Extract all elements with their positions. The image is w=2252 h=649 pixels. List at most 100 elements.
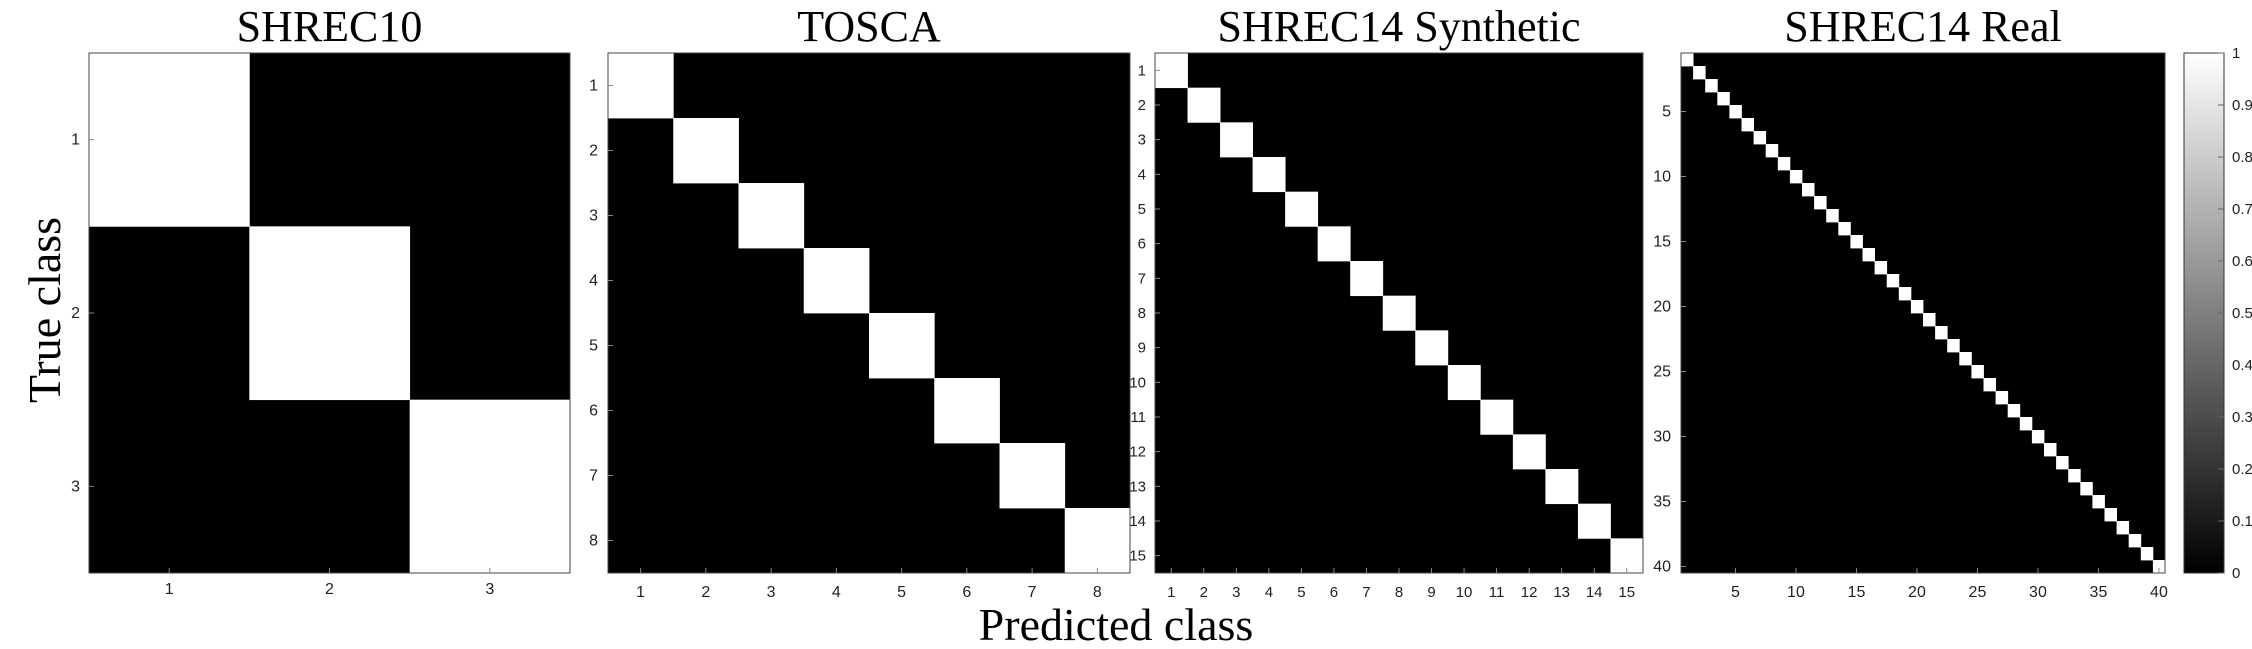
x-tick-label: 3 bbox=[1232, 584, 1240, 601]
y-tick-label: 14 bbox=[1129, 513, 1146, 530]
heatmap-cell bbox=[1765, 144, 1779, 158]
heatmap-cell bbox=[1545, 469, 1579, 505]
heatmap-cell bbox=[1935, 326, 1948, 340]
y-tick-label: 15 bbox=[1129, 548, 1146, 565]
heatmap-cell bbox=[1910, 300, 1924, 314]
x-tick-label: 13 bbox=[1553, 584, 1570, 601]
y-tick-label: 1 bbox=[589, 78, 598, 95]
heatmap-cell bbox=[1850, 235, 1863, 249]
heatmap-cell bbox=[1705, 79, 1718, 93]
heatmap-cell bbox=[1971, 365, 1984, 379]
panel-title: SHREC14 Synthetic bbox=[1217, 2, 1580, 51]
heatmap-panel-4: SHREC14 Real 5 10 15 20 25 30 35 40 5 10 15 20 25 30 35… bbox=[1653, 2, 2168, 601]
heatmap-cell bbox=[1447, 365, 1481, 401]
y-axis-label: True class bbox=[19, 217, 70, 403]
heatmap-cell bbox=[1064, 508, 1131, 574]
heatmap-cell bbox=[1285, 191, 1319, 227]
y-tick-label: 4 bbox=[589, 273, 598, 290]
x-tick-label: 15 bbox=[1618, 584, 1635, 601]
x-tick-label: 10 bbox=[1787, 584, 1805, 601]
x-tick-label: 8 bbox=[1093, 584, 1102, 601]
heatmap-cell bbox=[2068, 469, 2081, 483]
y-tick-label: 3 bbox=[589, 208, 598, 225]
heatmap-frame bbox=[607, 52, 1131, 574]
heatmap-cell bbox=[409, 399, 571, 574]
heatmap-cell bbox=[2031, 430, 2045, 444]
y-tick-label: 6 bbox=[1138, 236, 1146, 253]
y-tick-label: 6 bbox=[589, 403, 598, 420]
x-tick-label: 5 bbox=[1297, 584, 1305, 601]
x-tick-label: 5 bbox=[1731, 584, 1740, 601]
colorbar-tick-label: 0.2 bbox=[2232, 461, 2252, 478]
y-tick-label: 5 bbox=[589, 338, 598, 355]
heatmap-cell bbox=[2140, 547, 2154, 561]
heatmap-cell bbox=[1874, 261, 1888, 275]
y-tick-label: 3 bbox=[71, 478, 80, 495]
colorbar-tick-label: 0.4 bbox=[2232, 357, 2252, 374]
x-tick-label: 30 bbox=[2029, 584, 2047, 601]
colorbar-tick-label: 0.9 bbox=[2232, 97, 2252, 114]
heatmap-cell bbox=[1480, 399, 1514, 435]
x-tick-label: 1 bbox=[1167, 584, 1175, 601]
x-tick-label: 2 bbox=[325, 581, 334, 598]
heatmap-cell bbox=[1959, 352, 1972, 366]
x-tick-label: 7 bbox=[1362, 584, 1370, 601]
heatmap-cell bbox=[1741, 118, 1754, 132]
x-tick-label: 10 bbox=[1456, 584, 1473, 601]
x-tick-label: 1 bbox=[636, 584, 645, 601]
heatmap-cell bbox=[1317, 226, 1351, 262]
heatmap-cell bbox=[1814, 196, 1827, 210]
x-tick-label: 25 bbox=[1969, 584, 1987, 601]
colorbar-tick-label: 0 bbox=[2232, 565, 2240, 582]
heatmap-cell bbox=[1983, 378, 1996, 392]
heatmap-panel-2: TOSCA 1 2 3 4 5 6 7 8 1 2 3 4 5 6 7 8 bbox=[589, 2, 1131, 601]
heatmap-cell bbox=[1995, 391, 2009, 405]
y-tick-label: 35 bbox=[1653, 494, 1671, 511]
heatmap-cell bbox=[1415, 330, 1449, 366]
colorbar-tick-label: 1 bbox=[2232, 45, 2240, 62]
heatmap-cell bbox=[1681, 53, 1694, 67]
heatmap-cell bbox=[1802, 183, 1815, 197]
x-tick-label: 2 bbox=[701, 584, 710, 601]
y-tick-label: 2 bbox=[589, 143, 598, 160]
x-tick-label: 4 bbox=[1265, 584, 1273, 601]
heatmap-cell bbox=[1862, 248, 1875, 262]
heatmap-cell bbox=[2092, 495, 2105, 509]
panel-title: TOSCA bbox=[797, 2, 941, 51]
heatmap-cell bbox=[1898, 287, 1912, 301]
y-tick-label: 30 bbox=[1653, 429, 1671, 446]
x-tick-label: 3 bbox=[485, 581, 494, 598]
x-tick-label: 15 bbox=[1848, 584, 1866, 601]
y-tick-label: 1 bbox=[1138, 62, 1146, 79]
x-tick-label: 11 bbox=[1489, 584, 1505, 601]
heatmap-cell bbox=[1886, 274, 1900, 288]
y-tick-label: 8 bbox=[1138, 305, 1146, 322]
x-tick-label: 7 bbox=[1028, 584, 1037, 601]
y-tick-label: 5 bbox=[1138, 201, 1146, 218]
heatmap-cell bbox=[1947, 339, 1960, 353]
heatmap-cell bbox=[89, 53, 250, 227]
x-tick-label: 2 bbox=[1200, 584, 1208, 601]
colorbar: 0 0.1 0.2 0.3 0.4 0.5 0.6 0.7 0.8 0.9 1 bbox=[2183, 45, 2252, 582]
colorbar-ticks: 0 0.1 0.2 0.3 0.4 0.5 0.6 0.7 0.8 0.9 1 bbox=[2218, 45, 2252, 582]
y-tick-label: 25 bbox=[1653, 364, 1671, 381]
heatmap-cell bbox=[1610, 538, 1644, 574]
heatmap-cell bbox=[2152, 560, 2166, 574]
heatmap-cell bbox=[249, 226, 411, 401]
y-tick-label: 10 bbox=[1129, 374, 1146, 391]
heatmap-cell bbox=[934, 378, 1000, 444]
y-tick-label: 2 bbox=[71, 305, 80, 322]
heatmap-cell bbox=[738, 183, 805, 249]
x-tick-label: 5 bbox=[897, 584, 906, 601]
y-tick-label: 15 bbox=[1653, 234, 1671, 251]
x-tick-label: 3 bbox=[767, 584, 776, 601]
x-tick-label: 14 bbox=[1586, 584, 1603, 601]
x-axis-label: Predicted class bbox=[979, 599, 1254, 649]
y-tick-label: 20 bbox=[1653, 299, 1671, 316]
heatmap-cell bbox=[1577, 503, 1611, 539]
x-tick-label: 20 bbox=[1908, 584, 1926, 601]
heatmap-cell bbox=[1838, 222, 1851, 236]
heatmap-cell bbox=[1717, 92, 1730, 106]
